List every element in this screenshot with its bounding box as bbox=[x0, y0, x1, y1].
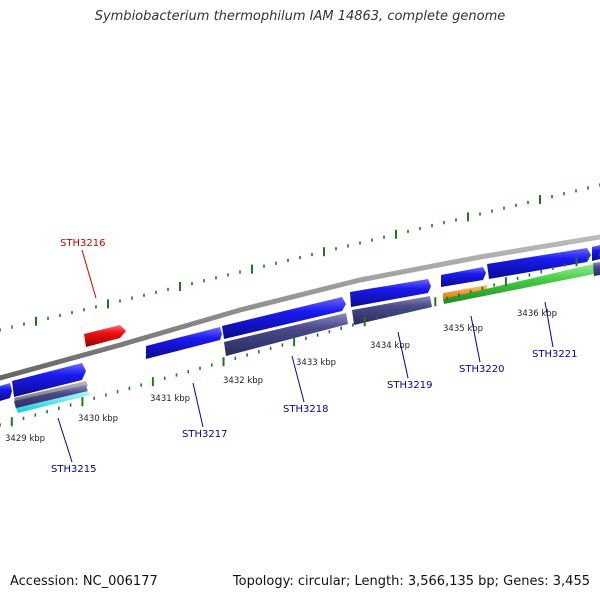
diagram-title: Symbiobacterium thermophilum IAM 14863, … bbox=[94, 9, 506, 24]
gene-arrow-sth3219[interactable] bbox=[350, 279, 431, 307]
feature-bar bbox=[352, 296, 432, 325]
kbp-label: 3429 kbp bbox=[5, 434, 45, 444]
feature-bar bbox=[224, 313, 348, 356]
label-leader-line bbox=[57, 417, 73, 463]
label-leader-line bbox=[470, 315, 481, 363]
gene-arrow-sth3221[interactable] bbox=[487, 248, 591, 279]
gene-label-sth3219[interactable]: STH3219 bbox=[387, 380, 432, 391]
gene-arrow-sth3215[interactable] bbox=[12, 363, 86, 397]
gene-label-sth3221[interactable]: STH3221 bbox=[532, 349, 577, 360]
gene-label-sth3220[interactable]: STH3220 bbox=[459, 364, 504, 375]
accession-text: Accession: NC_006177 bbox=[10, 574, 158, 589]
label-leader-line bbox=[81, 249, 97, 299]
gene-label-sth3216[interactable]: STH3216 bbox=[60, 238, 105, 249]
gene-arrow-sth3218[interactable] bbox=[222, 297, 346, 339]
gene-label-sth3215[interactable]: STH3215 bbox=[51, 464, 96, 475]
gene-arrow-sth3220[interactable] bbox=[441, 267, 486, 287]
label-leader-line bbox=[544, 301, 554, 348]
feature-bar-orange bbox=[443, 285, 487, 300]
feature-bar-cyan bbox=[16, 391, 90, 413]
gene-label-sth3217[interactable]: STH3217 bbox=[182, 429, 227, 440]
feature-bar bbox=[14, 385, 88, 409]
label-leader-line bbox=[397, 331, 409, 379]
kbp-label: 3433 kbp bbox=[296, 358, 336, 368]
label-leader-line bbox=[291, 355, 305, 403]
kbp-label: 3432 kbp bbox=[223, 376, 263, 386]
ruler-ticks bbox=[0, 183, 600, 427]
genome-summary-text: Topology: circular; Length: 3,566,135 bp… bbox=[232, 574, 590, 589]
kbp-label: 3434 kbp bbox=[370, 341, 410, 351]
diagram-labels: 3429 kbp 3430 kbp 3431 kbp 3432 kbp 3433 kbp… bbox=[5, 238, 577, 475]
gene-arrow[interactable] bbox=[0, 383, 12, 401]
kbp-label: 3430 kbp bbox=[78, 414, 118, 424]
kbp-label: 3431 kbp bbox=[150, 394, 190, 404]
label-leader-line bbox=[192, 382, 204, 428]
label-leaders bbox=[57, 249, 554, 463]
gene-arrow-sth3217[interactable] bbox=[146, 327, 222, 359]
gene-arrow[interactable] bbox=[592, 245, 600, 261]
kbp-label: 3435 kbp bbox=[443, 324, 483, 334]
feature-bar-green bbox=[443, 264, 594, 304]
gene-arrow-sth3216[interactable] bbox=[84, 325, 126, 347]
genome-backbone bbox=[0, 234, 600, 381]
gene-label-sth3218[interactable]: STH3218 bbox=[283, 404, 328, 415]
feature-bar bbox=[593, 262, 600, 276]
kbp-label: 3436 kbp bbox=[517, 309, 557, 319]
